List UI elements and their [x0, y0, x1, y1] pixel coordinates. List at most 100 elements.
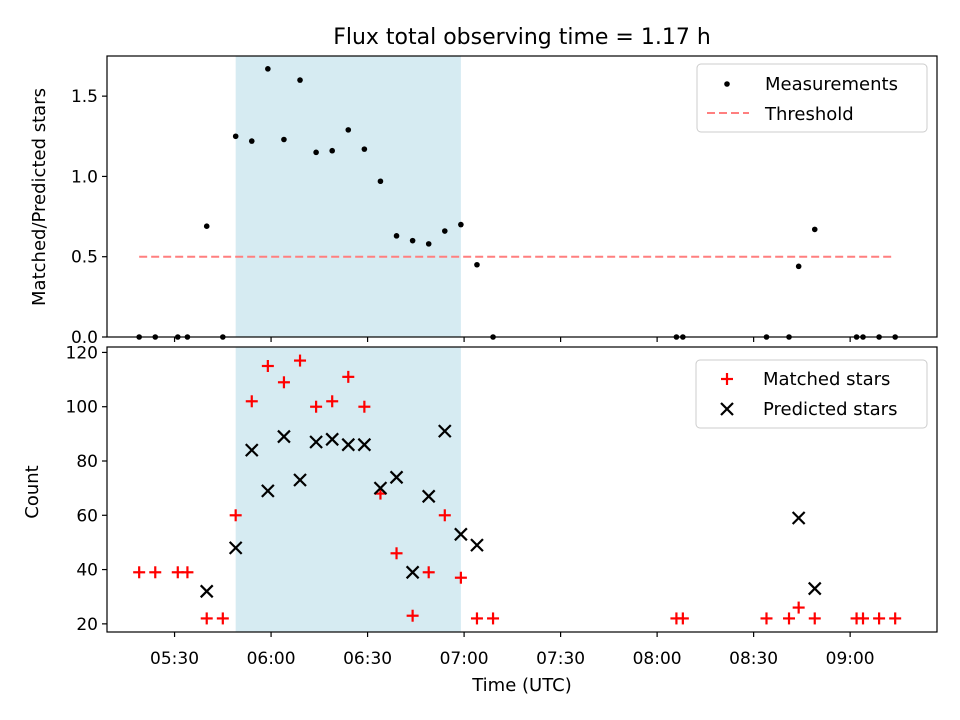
predicted-star-point [244, 443, 259, 457]
x-tick-label: 07:30 [536, 649, 585, 669]
matched-star-point [676, 612, 689, 625]
matched-star-point [438, 509, 451, 522]
bottom-x-ticks: 05:30 06:00 06:30 07:00 07:30 08:00 08:30 09:00 [150, 632, 875, 669]
y-tick-label: 1.0 [71, 167, 98, 187]
x-tick-label: 08:30 [729, 649, 778, 669]
top-panel: 0.0 0.5 1.0 1.5 Matched/Predicted stars Mea… [29, 55, 938, 348]
matched-star-point [294, 354, 307, 367]
x-tick-label: 05:30 [150, 649, 199, 669]
measurement-point [232, 133, 239, 140]
predicted-star-point [421, 489, 436, 504]
bottom-panel: 20 40 60 80 100 120 05:30 06:00 06:30 07:00 07:30… [22, 343, 938, 696]
matched-star-point [390, 547, 403, 560]
legend-predicted-marker [720, 402, 734, 416]
x-tick-label: 06:00 [247, 649, 296, 669]
matched-star-point [181, 566, 194, 579]
x-tick-label: 06:30 [343, 649, 392, 669]
measurement-point [377, 178, 384, 185]
matched-star-point [792, 601, 805, 614]
measurement-point [329, 147, 335, 154]
predicted-star-point [470, 538, 484, 552]
measurement-point [474, 261, 480, 268]
measurement-point [441, 228, 448, 234]
bottom-shaded-span [235, 347, 461, 632]
top-x-ticks [173, 337, 851, 342]
measurement-point [458, 221, 464, 228]
bottom-legend-box [695, 359, 928, 429]
top-legend: Measurements Threshold [696, 63, 928, 133]
bottom-y-ticks: 20 40 60 80 100 120 [66, 343, 107, 635]
predicted-star-point [199, 584, 214, 599]
y-tick-label: 1.5 [71, 87, 98, 107]
measurement-points [136, 66, 898, 340]
bottom-plot-frame [106, 346, 938, 633]
matched-star-point [783, 612, 796, 625]
matched-star-point [808, 612, 821, 625]
predicted-star-point [373, 481, 388, 495]
measurement-point [203, 223, 210, 230]
legend-matched-marker [721, 373, 733, 385]
matched-star-point [760, 612, 773, 625]
x-tick-label: 09:00 [826, 649, 875, 669]
top-plot-frame [106, 55, 938, 338]
matched-star-point [342, 370, 355, 383]
matched-star-point [149, 566, 162, 579]
measurement-point [393, 233, 400, 239]
top-legend-box [696, 63, 928, 133]
measurement-point [297, 77, 303, 83]
measurement-point [281, 136, 287, 143]
matched-star-point [133, 566, 146, 579]
measurement-point [425, 241, 432, 247]
predicted-star-point [341, 437, 356, 452]
matched-star-point [406, 609, 419, 622]
matched-star-point [487, 612, 500, 625]
top-y-ticks: 0.0 0.5 1.0 1.5 [71, 87, 107, 348]
matched-star-point [261, 360, 274, 372]
matched-star-point [422, 566, 435, 579]
predicted-star-point [309, 435, 323, 449]
matched-star-point [326, 395, 339, 408]
matched-star-point [873, 612, 886, 625]
matched-star-point [200, 612, 213, 625]
y-tick-label: 60 [76, 506, 98, 526]
matched-star-point [310, 400, 323, 413]
matched-star-point [216, 612, 229, 625]
measurement-point [409, 237, 416, 244]
legend-predicted-label: Predicted stars [763, 399, 897, 420]
predicted-star-point [357, 437, 372, 452]
measurement-point [248, 138, 255, 144]
y-tick-label: 100 [66, 398, 98, 418]
matched-star-point [229, 509, 242, 522]
bottom-legend: Matched stars Predicted stars [695, 359, 928, 429]
matched-star-point [245, 395, 258, 408]
predicted-star-point [438, 424, 452, 438]
legend-matched-label: Matched stars [763, 369, 890, 390]
predicted-star-point [261, 484, 275, 498]
predicted-star-point [791, 511, 806, 525]
x-axis-label: Time (UTC) [471, 675, 572, 696]
matched-star-point [277, 376, 290, 389]
measurement-point [345, 127, 352, 133]
y-tick-label: 80 [76, 452, 98, 472]
y-tick-label: 0.0 [71, 328, 98, 348]
matched-star-point [470, 612, 483, 625]
predicted-star-point [807, 581, 822, 596]
predicted-star-point [325, 432, 339, 447]
predicted-star-point [277, 429, 291, 444]
y-tick-label: 20 [76, 615, 98, 635]
predicted-star-point [228, 541, 243, 555]
measurement-point [811, 226, 818, 233]
bottom-y-axis-label: Count [22, 465, 43, 518]
measurement-point [361, 146, 368, 152]
count-points [133, 354, 902, 625]
measurement-point [265, 66, 271, 72]
x-tick-label: 08:00 [633, 649, 682, 669]
legend-threshold-label: Threshold [764, 104, 854, 125]
x-tick-label: 07:00 [440, 649, 489, 669]
predicted-star-point [454, 527, 468, 542]
matched-star-point [857, 612, 870, 625]
y-tick-label: 0.5 [71, 248, 98, 268]
predicted-star-point [389, 470, 404, 485]
top-y-axis-label: Matched/Predicted stars [29, 88, 50, 306]
